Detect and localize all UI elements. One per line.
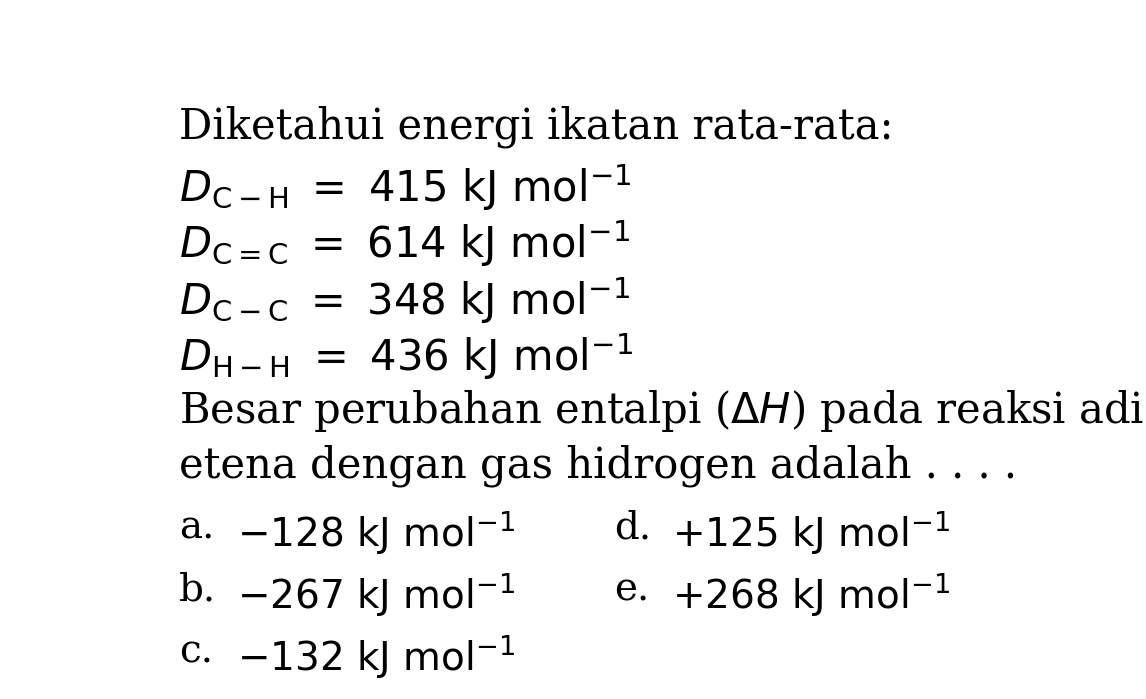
Text: b.: b. [179, 571, 215, 608]
Text: $-128\ {\rm kJ\ mol}^{-1}$: $-128\ {\rm kJ\ mol}^{-1}$ [236, 510, 515, 556]
Text: $-132\ {\rm kJ\ mol}^{-1}$: $-132\ {\rm kJ\ mol}^{-1}$ [236, 633, 515, 680]
Text: a.: a. [179, 510, 214, 547]
Text: c.: c. [179, 633, 213, 670]
Text: Diketahui energi ikatan rata-rata:: Diketahui energi ikatan rata-rata: [179, 106, 893, 148]
Text: $-267\ {\rm kJ\ mol}^{-1}$: $-267\ {\rm kJ\ mol}^{-1}$ [236, 571, 515, 619]
Text: $+268\ {\rm kJ\ mol}^{-1}$: $+268\ {\rm kJ\ mol}^{-1}$ [672, 571, 950, 619]
Text: e.: e. [614, 571, 650, 608]
Text: etena dengan gas hidrogen adalah . . . .: etena dengan gas hidrogen adalah . . . . [179, 445, 1017, 487]
Text: $D_{\rm C-C}\ =\ 348\ {\rm kJ\ mol}^{-1}$: $D_{\rm C-C}\ =\ 348\ {\rm kJ\ mol}^{-1}… [179, 275, 629, 326]
Text: d.: d. [614, 510, 651, 547]
Text: $D_{\rm C-H}\ =\ 415\ {\rm kJ\ mol}^{-1}$: $D_{\rm C-H}\ =\ 415\ {\rm kJ\ mol}^{-1}… [179, 162, 631, 212]
Text: Besar perubahan entalpi ($\Delta H$) pada reaksi adisi: Besar perubahan entalpi ($\Delta H$) pad… [179, 388, 1146, 434]
Text: $D_{\rm H-H}\ =\ 436\ {\rm kJ\ mol}^{-1}$: $D_{\rm H-H}\ =\ 436\ {\rm kJ\ mol}^{-1}… [179, 331, 633, 382]
Text: $+125\ {\rm kJ\ mol}^{-1}$: $+125\ {\rm kJ\ mol}^{-1}$ [672, 510, 950, 556]
Text: $D_{\rm C=C}\ =\ 614\ {\rm kJ\ mol}^{-1}$: $D_{\rm C=C}\ =\ 614\ {\rm kJ\ mol}^{-1}… [179, 218, 629, 269]
